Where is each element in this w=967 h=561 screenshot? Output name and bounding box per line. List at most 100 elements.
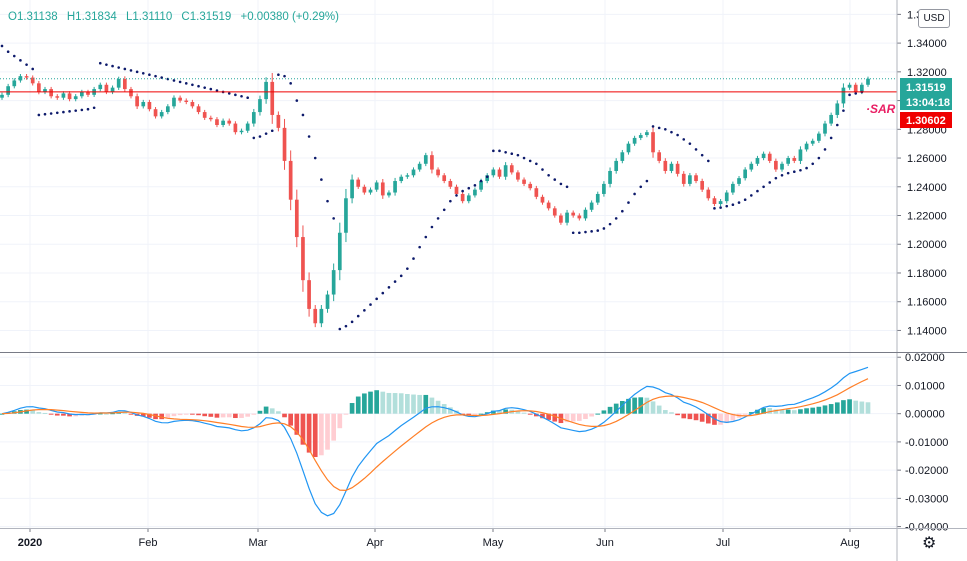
candle-body <box>49 89 53 97</box>
sar-dot <box>817 156 821 160</box>
histogram-bar <box>441 404 447 414</box>
histogram-bar <box>810 407 816 414</box>
candle-body <box>227 120 232 124</box>
candle-body <box>288 160 293 200</box>
grid-lines <box>0 0 897 528</box>
gear-icon[interactable]: ⚙ <box>922 535 937 552</box>
sar-indicator-label[interactable]: ·SAR <box>866 102 896 116</box>
sar-dot <box>504 150 507 154</box>
candle-body <box>540 196 545 203</box>
candle-body <box>528 183 533 189</box>
candle-body <box>761 153 766 159</box>
histogram-bar <box>515 411 521 414</box>
histogram-bar <box>42 412 48 414</box>
sar-dot <box>602 227 606 230</box>
candle-body <box>614 160 619 171</box>
candle-body <box>251 112 256 124</box>
sar-dot <box>295 99 299 102</box>
sar-dot <box>43 112 47 116</box>
macd-axis[interactable]: 0.02000 0.01000 0.00000 -0.01000 -0.02000 -0.… <box>897 352 948 534</box>
candle-body <box>454 186 459 194</box>
sar-dot <box>621 209 624 213</box>
candle-body <box>135 96 139 107</box>
candle-body <box>755 158 760 164</box>
sar-dot <box>829 136 833 140</box>
histogram-bar <box>816 406 822 414</box>
histogram-bar <box>779 409 785 414</box>
sar-dot <box>688 142 692 145</box>
histogram-bar <box>767 408 773 414</box>
time-tick-label: Jul <box>716 537 730 549</box>
histogram-bar <box>122 412 128 414</box>
sar-dot <box>719 206 722 209</box>
sar-dot <box>584 230 587 234</box>
sar-dot <box>148 73 151 77</box>
candle-body <box>712 198 717 205</box>
sar-dot <box>375 297 378 301</box>
macd-line <box>1 366 869 517</box>
candle-body <box>313 308 318 324</box>
candle-body <box>374 182 379 190</box>
sar-dot <box>92 106 96 110</box>
candle-body <box>509 165 514 173</box>
sar-dot <box>455 194 458 197</box>
sar-dot <box>227 92 231 95</box>
histogram-bar <box>626 398 631 414</box>
candle-body <box>767 153 772 161</box>
sar-dot <box>172 79 176 82</box>
sar-dot <box>332 217 335 220</box>
candle-body <box>460 193 465 202</box>
candle-body <box>405 175 410 177</box>
sar-dot <box>49 112 53 115</box>
candle-body <box>669 163 674 171</box>
sar-dot <box>835 123 839 127</box>
high-value: H1.31834 <box>66 11 117 23</box>
histogram-bar <box>159 413 165 420</box>
histogram-bar <box>251 413 257 415</box>
histogram-bar <box>423 394 429 414</box>
sar-dot <box>485 175 489 179</box>
price-tick-label: 1.16000 <box>907 297 947 309</box>
candle-body <box>399 176 404 182</box>
histogram-bar <box>552 413 558 422</box>
sar-dot <box>62 110 65 114</box>
histogram-bar <box>638 397 644 414</box>
candle-body <box>350 179 354 199</box>
sar-dot <box>320 178 323 181</box>
price-tick-label: 1.18000 <box>907 268 947 280</box>
histogram-bar <box>325 413 330 450</box>
sar-dot <box>700 153 704 157</box>
candle-body <box>301 237 305 281</box>
histogram-bar <box>411 394 416 414</box>
candle-body <box>546 202 551 209</box>
sar-dot <box>639 185 643 189</box>
histogram-bar <box>183 413 189 415</box>
histogram-bar <box>312 413 318 458</box>
histogram-bar <box>491 410 496 414</box>
sar-dot <box>786 171 790 175</box>
histogram-bar <box>36 412 42 414</box>
histogram-bar <box>785 409 791 414</box>
histogram-bar <box>699 413 705 422</box>
macd-tick-label: 0.00000 <box>905 409 945 421</box>
candle-body <box>743 169 748 179</box>
candle-body <box>380 182 385 196</box>
macd-tick-label: 0.01000 <box>905 380 945 392</box>
macd-tick-label: -0.03000 <box>905 493 948 505</box>
sar-dot <box>209 87 213 91</box>
sar-dot <box>553 178 557 181</box>
sar-dot <box>424 235 428 239</box>
histogram-bar <box>190 413 195 415</box>
candle-body <box>448 181 453 187</box>
sar-dot <box>313 156 317 160</box>
sar-price-label: 1.30602 <box>906 115 946 127</box>
sar-dot <box>246 96 249 99</box>
sar-dot <box>123 67 127 71</box>
time-axis[interactable]: 2020 Feb Mar Apr May Jun Jul Aug <box>18 528 860 549</box>
candle-body <box>632 137 637 144</box>
currency-button[interactable]: USD <box>918 9 950 28</box>
histogram-bar <box>263 406 269 414</box>
sar-dot <box>535 162 538 166</box>
